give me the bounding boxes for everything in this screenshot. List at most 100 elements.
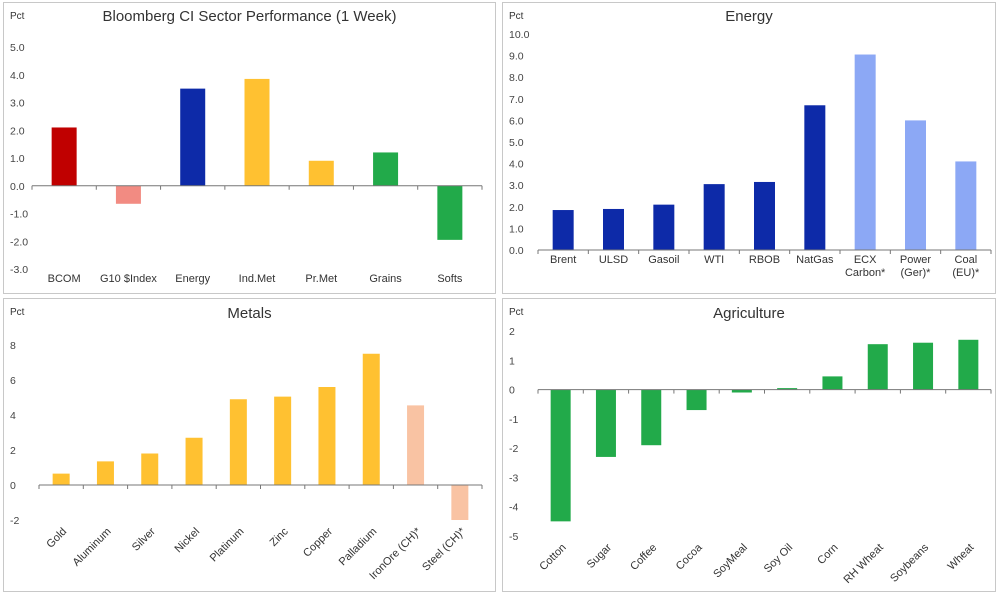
bar-wti (703, 184, 725, 250)
x-tick-label: WTI (704, 254, 724, 266)
y-tick-label: -3 (509, 472, 518, 484)
x-tick-label: Copper (301, 525, 335, 559)
chart-title: Metals (227, 305, 271, 322)
bar-ind-met (244, 78, 270, 186)
y-tick-label: -2 (10, 515, 19, 527)
y-tick-label: 5.0 (10, 42, 25, 54)
x-tick-label: Brent (550, 254, 576, 266)
y-tick-label: 9.0 (509, 51, 524, 63)
bar-sugar (595, 389, 616, 457)
bar-aluminum (96, 461, 114, 485)
x-tick-label: Silver (130, 525, 158, 553)
y-unit-label: Pct (509, 11, 524, 22)
x-tick-label: ECX Carbon* (845, 254, 886, 279)
y-tick-label: -2.0 (10, 236, 28, 248)
x-tick-label: Power (Ger)* (900, 254, 932, 279)
x-tick-label: Soy Oil (762, 542, 796, 576)
x-tick-label: Cocoa (674, 541, 706, 573)
bar-soymeal (731, 389, 752, 393)
bar-natgas (804, 105, 826, 250)
x-tick-label: SoyMeal (711, 542, 750, 581)
y-unit-label: Pct (10, 307, 25, 318)
x-tick-label: Wheat (946, 542, 977, 573)
bar-gasoil (653, 204, 675, 250)
x-tick-label: BCOM (48, 273, 81, 285)
y-tick-label: 6 (10, 375, 16, 387)
x-tick-label: Zinc (268, 525, 292, 549)
bar-ecx-carbon (854, 54, 876, 250)
x-tick-label: Steel (CH)* (420, 525, 468, 573)
chart-title: Energy (725, 8, 773, 25)
x-tick-label: ULSD (599, 254, 628, 266)
energy-panel: Energy Pct 10.0 9.0 8.0 7.0 6.0 5.0 4.0 3.0 2.0 1.0… (502, 2, 996, 294)
y-tick-label: 0 (509, 385, 515, 397)
x-tick-label: RH Wheat (842, 542, 886, 586)
y-tick-label: 7.0 (509, 94, 524, 106)
bar-power-ger (905, 120, 926, 251)
chart-svg: Energy Pct 10.0 9.0 8.0 7.0 6.0 5.0 4.0 3.0 2.0 1.0… (509, 8, 992, 279)
bar-ulsd (603, 208, 624, 250)
y-tick-label: 8 (10, 340, 16, 352)
y-tick-label: 10.0 (509, 29, 530, 41)
x-tick-label: Nickel (173, 526, 203, 556)
chart-svg: Agriculture Pct 2 1 0 -1 -2 -3 -4 -5 Cotton Sugar Co… (509, 305, 992, 586)
y-tick-label: -3.0 (10, 264, 28, 276)
x-tick-label: NatGas (796, 254, 834, 266)
x-tick-label: Corn (815, 542, 840, 567)
x-tick-label: Palladium (337, 526, 380, 569)
bar-rh-wheat (867, 344, 888, 390)
y-tick-label: 6.0 (509, 115, 524, 127)
x-tick-label: Pr.Met (305, 273, 337, 285)
y-tick-label: 4.0 (10, 70, 25, 82)
x-tick-label: Ind.Met (239, 273, 276, 285)
bar-gold (52, 473, 70, 485)
y-tick-label: 2.0 (10, 125, 25, 137)
y-tick-label: 8.0 (509, 72, 524, 84)
bar-ironore-ch (407, 405, 425, 485)
bar-soybeans (913, 342, 934, 390)
y-tick-label: 2.0 (509, 202, 524, 214)
y-tick-label: 4.0 (509, 159, 524, 171)
bar-bcom (51, 127, 77, 186)
x-tick-label: Gasoil (648, 254, 679, 266)
x-tick-label: Coffee (628, 542, 659, 573)
bar-grains (373, 152, 399, 186)
y-tick-label: 4 (10, 410, 16, 422)
x-tick-label: Gold (44, 526, 69, 551)
x-tick-label: Grains (369, 273, 402, 285)
bar-nickel (185, 437, 203, 485)
x-tick-label: Aluminum (71, 526, 114, 569)
bar-brent (552, 210, 574, 250)
bar-g10-index (115, 185, 141, 204)
x-tick-label: RBOB (749, 254, 780, 266)
bar-corn (822, 376, 843, 390)
y-tick-label: 1 (509, 355, 515, 367)
bar-cotton (550, 389, 571, 522)
y-tick-label: -1 (509, 414, 518, 426)
bar-coffee (641, 389, 662, 446)
x-tick-label: Sugar (585, 541, 614, 570)
x-tick-label: Softs (437, 273, 463, 285)
bar-cocoa (686, 389, 707, 411)
chart-svg: Metals Pct 8 6 4 2 0 -2 Gold Aluminum Silver Nickel… (10, 305, 483, 582)
y-tick-label: -1.0 (10, 209, 28, 221)
bar-pr-met (308, 160, 334, 186)
bar-silver (141, 453, 159, 485)
y-tick-label: 0.0 (509, 245, 524, 257)
bar-coal-eu (955, 161, 977, 250)
y-tick-label: 0.0 (10, 181, 25, 193)
y-tick-label: 1.0 (509, 223, 524, 235)
y-tick-label: 5.0 (509, 137, 524, 149)
bar-platinum (229, 399, 247, 485)
y-tick-label: 2 (509, 326, 515, 338)
x-tick-label: G10 $Index (100, 273, 157, 285)
bar-wheat (958, 339, 979, 390)
y-unit-label: Pct (10, 11, 25, 22)
sector-performance-panel: Bloomberg CI Sector Performance (1 Week)… (3, 2, 496, 294)
x-tick-label: Energy (175, 273, 210, 285)
bar-soy-oil (777, 388, 798, 390)
x-tick-label: Soybeans (888, 541, 931, 584)
y-tick-label: -2 (509, 443, 518, 455)
y-tick-label: 3.0 (509, 180, 524, 192)
